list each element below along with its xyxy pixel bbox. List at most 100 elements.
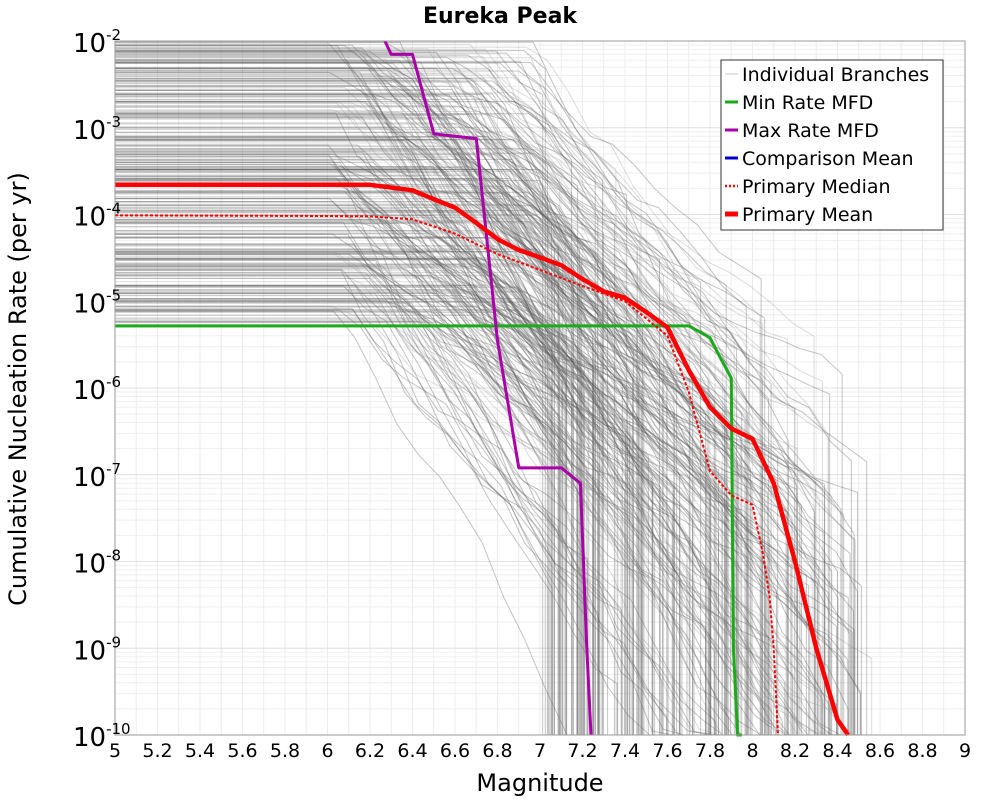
branch-line xyxy=(115,293,716,736)
branch-line xyxy=(115,320,634,735)
branch-line xyxy=(115,252,831,735)
branch-line xyxy=(115,210,792,735)
x-axis-label: Magnitude xyxy=(476,769,603,797)
branch-line xyxy=(115,219,825,735)
branch-line xyxy=(115,254,591,735)
branch-line xyxy=(115,301,827,735)
chart-title: Eureka Peak xyxy=(423,4,578,29)
branch-line xyxy=(115,139,723,735)
branch-line xyxy=(115,176,707,735)
branch-line xyxy=(115,300,642,735)
branch-line xyxy=(115,71,862,735)
plot-frame xyxy=(114,40,966,736)
branch-line xyxy=(115,101,750,735)
legend-label: Primary Mean xyxy=(742,204,873,226)
branch-line xyxy=(115,265,830,735)
branch-line xyxy=(115,92,789,735)
branch-line xyxy=(115,309,583,735)
series-primary-median-line xyxy=(114,214,779,736)
x-tick-label: 5.4 xyxy=(185,740,215,762)
branch-line xyxy=(115,131,717,735)
branch-line xyxy=(115,310,553,735)
branch-line xyxy=(115,122,581,735)
branch-line xyxy=(115,68,638,735)
branch-line xyxy=(115,54,596,735)
branch-line xyxy=(115,310,596,735)
branch-line xyxy=(115,45,763,736)
branch-line xyxy=(115,61,762,735)
branch-line xyxy=(115,148,634,735)
legend-label: Min Rate MFD xyxy=(742,92,873,114)
branch-line xyxy=(115,284,563,735)
branch-line xyxy=(115,272,632,735)
branch-line xyxy=(115,127,738,735)
branch-line xyxy=(115,184,596,735)
x-tick-label: 8.2 xyxy=(780,740,810,762)
branch-line xyxy=(115,113,660,735)
branch-line xyxy=(115,111,820,735)
branch-line xyxy=(115,178,574,735)
branch-line xyxy=(115,275,775,735)
x-tick-label: 6.6 xyxy=(440,740,470,762)
branch-line xyxy=(115,62,544,735)
branch-line xyxy=(115,300,579,735)
branch-line xyxy=(115,305,584,735)
branch-line xyxy=(115,48,677,735)
branch-line xyxy=(115,219,743,735)
branch-line xyxy=(115,44,842,735)
branch-line xyxy=(115,46,761,735)
branch-line xyxy=(115,193,819,736)
branch-line xyxy=(115,301,779,735)
branch-line xyxy=(115,300,675,735)
branch-line xyxy=(115,272,579,735)
branch-line xyxy=(115,86,763,735)
branch-line xyxy=(115,60,753,735)
branch-line xyxy=(115,118,824,735)
branch-line xyxy=(115,137,754,736)
branch-line xyxy=(115,43,776,735)
branch-line xyxy=(115,259,694,735)
branch-line xyxy=(115,93,843,735)
branch-line xyxy=(115,80,770,735)
branch-line xyxy=(115,62,861,735)
branch-line xyxy=(115,169,728,735)
branch-line xyxy=(115,289,853,736)
branch-line xyxy=(115,278,668,735)
branch-line xyxy=(115,142,678,735)
x-tick-label: 7.6 xyxy=(652,740,682,762)
branch-line xyxy=(115,50,615,735)
branch-line xyxy=(115,59,634,735)
branch-line xyxy=(115,153,674,735)
branch-line xyxy=(115,96,783,735)
branch-line xyxy=(115,221,854,736)
branch-line xyxy=(115,267,840,736)
branch-line xyxy=(115,198,649,735)
branch-line xyxy=(115,132,787,735)
branch-line xyxy=(115,138,599,735)
branch-line xyxy=(115,190,749,735)
branch-line xyxy=(115,113,573,735)
branch-line xyxy=(115,191,849,735)
branch-line xyxy=(115,140,681,735)
branch-line xyxy=(115,205,831,735)
branch-line xyxy=(115,302,730,736)
branch-line xyxy=(115,298,629,735)
branch-line xyxy=(115,309,715,735)
branch-line xyxy=(115,251,873,735)
branch-line xyxy=(115,136,567,735)
branch-line xyxy=(115,243,680,735)
branch-line xyxy=(115,81,771,735)
branch-line xyxy=(115,266,560,735)
branch-line xyxy=(115,75,629,735)
branch-line xyxy=(115,289,729,735)
branch-line xyxy=(115,259,717,735)
branch-line xyxy=(115,168,726,735)
branch-line xyxy=(115,232,709,735)
branch-line xyxy=(115,286,562,735)
legend-label: Individual Branches xyxy=(742,64,929,86)
branch-line xyxy=(115,93,579,735)
branch-line xyxy=(115,212,600,735)
x-tick-label: 7.4 xyxy=(610,740,640,762)
branch-line xyxy=(115,85,815,735)
